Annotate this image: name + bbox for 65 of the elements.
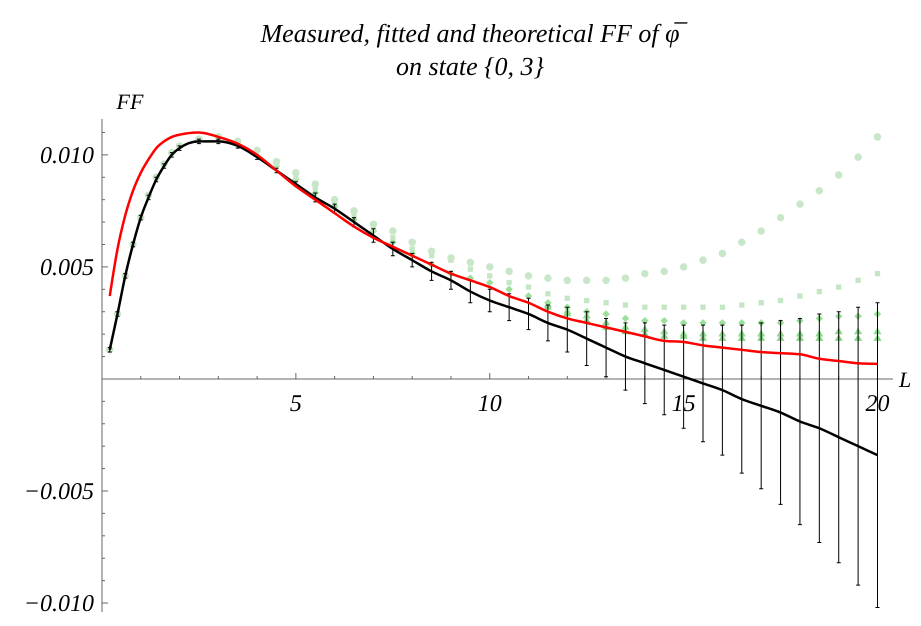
point: [584, 298, 590, 304]
point: [506, 280, 512, 286]
point: [564, 296, 570, 301]
point: [718, 250, 726, 258]
point: [486, 263, 494, 271]
point: [447, 254, 455, 262]
point: [390, 235, 396, 240]
y-tick-label: 0.005: [40, 254, 94, 281]
point: [486, 278, 494, 286]
point: [660, 316, 668, 324]
point: [564, 276, 572, 284]
point: [699, 256, 707, 264]
point: [739, 302, 744, 308]
point: [602, 276, 610, 284]
point: [757, 227, 765, 235]
chart-title: Measured, fitted and theoretical FF of φ̅: [260, 19, 688, 48]
point: [816, 288, 822, 294]
line-series: [108, 131, 879, 366]
point: [410, 246, 415, 252]
point: [505, 286, 513, 294]
point: [816, 186, 824, 194]
point: [720, 304, 726, 310]
point: [738, 238, 746, 246]
point: [776, 214, 784, 222]
point: [874, 270, 880, 276]
point: [330, 196, 338, 204]
point: [622, 314, 630, 322]
point: [874, 133, 882, 141]
point: [466, 258, 474, 266]
point: [622, 274, 630, 282]
point: [854, 153, 862, 161]
x-tick-label: 5: [290, 390, 302, 417]
point: [312, 180, 319, 188]
point: [603, 300, 609, 306]
point: [662, 304, 667, 310]
point: [796, 200, 804, 208]
point: [272, 158, 280, 166]
point: [524, 272, 532, 280]
y-tick-label: −0.005: [24, 478, 94, 505]
point: [642, 304, 648, 310]
point: [680, 263, 688, 271]
point: [505, 268, 513, 276]
point: [545, 291, 551, 296]
y-tick-label: −0.010: [24, 591, 94, 618]
x-tick-label: 10: [478, 390, 502, 417]
point: [428, 247, 436, 255]
point: [468, 266, 474, 272]
point: [836, 284, 842, 290]
point: [855, 278, 861, 283]
chart-subtitle: on state {0, 3}: [396, 52, 545, 81]
point: [487, 273, 492, 279]
point: [758, 300, 764, 306]
point: [660, 268, 668, 276]
point: [389, 227, 397, 235]
point: [680, 304, 686, 310]
point: [700, 304, 706, 310]
point: [582, 276, 590, 284]
y-tick-label: 0.010: [40, 142, 94, 169]
point: [641, 270, 649, 278]
x-axis-title: L: [898, 366, 912, 392]
point: [408, 238, 416, 246]
point: [544, 274, 552, 282]
point: [602, 310, 610, 318]
y-axis-title: FF: [116, 89, 144, 114]
point: [834, 171, 842, 179]
